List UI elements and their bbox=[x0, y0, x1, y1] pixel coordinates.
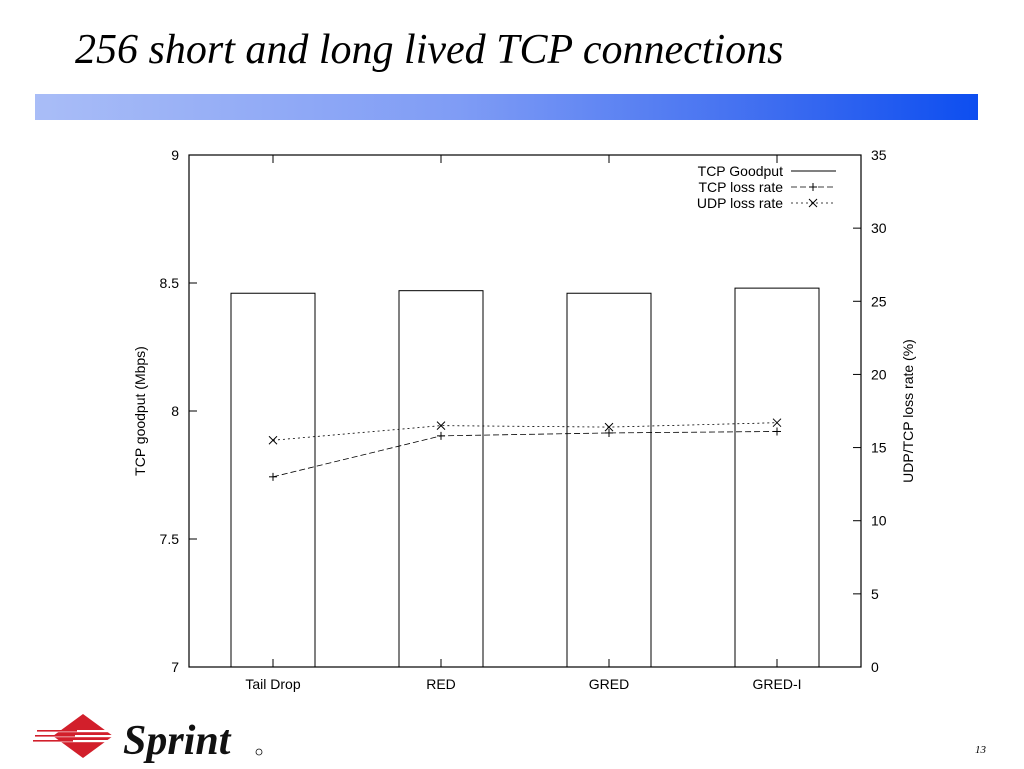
slide-title: 256 short and long lived TCP connections bbox=[75, 27, 784, 73]
left-tick-label: 9 bbox=[171, 147, 179, 163]
right-tick-label: 5 bbox=[871, 586, 879, 602]
right-tick-label: 15 bbox=[871, 440, 887, 456]
tcp-loss-rateline bbox=[272, 431, 778, 478]
udp-loss-ratepoint bbox=[268, 435, 278, 445]
right-tick-label: 10 bbox=[871, 513, 887, 529]
sprint-logo: Sprint bbox=[33, 708, 273, 764]
x-tick-label: GRED-I bbox=[753, 676, 802, 692]
goodput-bar bbox=[230, 292, 316, 668]
x-tick-label: Tail Drop bbox=[245, 676, 300, 692]
goodput-bar bbox=[734, 287, 820, 668]
right-tick-label: 25 bbox=[871, 293, 887, 309]
page-number: 13 bbox=[975, 744, 986, 756]
goodput-bar bbox=[398, 290, 484, 668]
legend-label: UDP loss rate bbox=[697, 195, 783, 211]
left-tick-label: 8.5 bbox=[160, 275, 180, 291]
udp-loss-ratepoint bbox=[436, 421, 446, 430]
left-tick-label: 8 bbox=[171, 403, 179, 419]
chart-area: 7 7.5 8 8.5 9 0 5 10 15 20 25 30 35 Tail Drop RED GRED G… bbox=[110, 120, 940, 700]
title-gradient-bar bbox=[35, 94, 978, 120]
legend-label: TCP Goodput bbox=[698, 163, 783, 179]
right-tick-label: 35 bbox=[871, 147, 887, 163]
right-tick-label: 20 bbox=[871, 366, 887, 382]
legend-label: TCP loss rate bbox=[698, 179, 783, 195]
left-tick-label: 7 bbox=[171, 659, 179, 675]
x-tick-label: RED bbox=[426, 676, 456, 692]
right-tick-label: 0 bbox=[871, 659, 879, 675]
y2-axis-label: UDP/TCP loss rate (%) bbox=[900, 339, 916, 483]
y-axis-label: TCP goodput (Mbps) bbox=[132, 346, 148, 476]
right-tick-label: 30 bbox=[871, 220, 887, 236]
udp-loss-ratepoint bbox=[604, 422, 614, 432]
sprint-logo-text: Sprint bbox=[123, 718, 232, 764]
left-tick-label: 7.5 bbox=[160, 531, 180, 547]
x-tick-label: GRED bbox=[589, 676, 629, 692]
goodput-bar bbox=[566, 292, 652, 668]
udp-loss-rateline bbox=[272, 422, 778, 441]
goodput-loss-chart: 7 7.5 8 8.5 9 0 5 10 15 20 25 30 35 Tail Drop RED GRED G… bbox=[132, 147, 916, 692]
udp-loss-ratepoint bbox=[772, 418, 782, 428]
legend-marker bbox=[808, 198, 818, 208]
plot-frame bbox=[188, 154, 862, 668]
sprint-diamond-icon: Sprint bbox=[33, 714, 263, 764]
